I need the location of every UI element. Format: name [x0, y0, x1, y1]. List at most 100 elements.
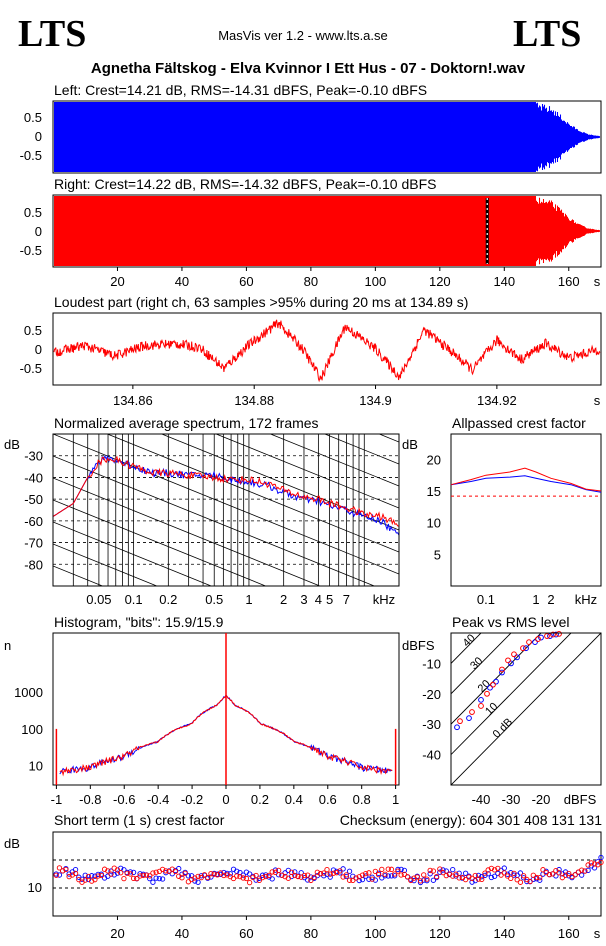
spectrum-ytick-1: -40 [24, 470, 43, 485]
short-term-point-1-118 [430, 868, 437, 874]
peak-rms-point-1-12 [550, 631, 556, 638]
short-term-point-1-67 [266, 872, 272, 878]
short-term-point-1-75 [292, 872, 298, 879]
spectrum-ytick-0: -30 [24, 449, 43, 464]
spectrum-xtick-8: 5 [326, 592, 333, 607]
spectrum-ylabel: dB [4, 437, 20, 452]
right-waveform-xtick-7: 160 [558, 274, 580, 289]
allpassed-series-0 [450, 475, 602, 493]
short-term-point-1-28 [140, 872, 146, 879]
loudest-part-panel: Loudest part (right ch, 63 samples >95% … [20, 294, 602, 408]
short-term-point-1-96 [359, 872, 366, 878]
short-term-point-1-150 [533, 874, 540, 881]
histogram-title: Histogram, "bits": 15.9/15.9 [54, 614, 224, 630]
short-term-point-0-24 [127, 869, 134, 875]
allpassed-ytick-2: 10 [427, 516, 441, 531]
short-term-point-0-12 [89, 873, 95, 879]
short-term-point-0-18 [108, 868, 114, 874]
short-term-point-1-15 [98, 872, 105, 879]
short-term-point-1-100 [372, 868, 379, 874]
short-term-point-0-137 [491, 873, 498, 879]
peak-rms-diagonal-3 [451, 633, 572, 755]
histogram-xtick-10: 1 [392, 792, 399, 807]
histogram-yticks: 1000 100 10 [14, 685, 43, 774]
short-term-point-1-165 [582, 868, 588, 874]
histogram-xtick-1: -0.8 [79, 792, 101, 807]
short-term-point-1-66 [263, 873, 269, 880]
short-term-point-0-33 [156, 875, 163, 882]
peak-rms-plot [454, 631, 562, 731]
short-term-xtick-0: 20 [110, 926, 124, 941]
spectrum-series-0 [52, 454, 400, 536]
short-term-point-1-152 [540, 867, 546, 873]
peak-rms-yticks: -10 -20 -30 -40 [422, 656, 441, 762]
peak-rms-frame [450, 632, 602, 786]
short-term-xtick-2: 60 [239, 926, 253, 941]
short-term-point-1-157 [556, 870, 562, 876]
short-term-ylabel: dB [4, 836, 20, 851]
allpassed-xtick-1: 1 [532, 592, 539, 607]
peak-rms-diagonal-label-0: 40 [461, 632, 478, 649]
checksum-text: Checksum (energy): 604 301 408 131 131 [340, 812, 602, 828]
right-waveform-xunit: s [594, 274, 601, 289]
short-term-point-0-99 [369, 874, 375, 880]
peak-rms-xunit: dBFS [564, 792, 597, 807]
short-term-point-0-106 [392, 873, 398, 879]
short-term-point-0-10 [82, 872, 88, 878]
spectrum-series-1 [52, 455, 400, 527]
short-term-point-0-114 [417, 879, 424, 886]
short-term-point-0-39 [176, 865, 182, 872]
allpassed-ylabel: dB [402, 437, 418, 452]
short-term-point-1-8 [76, 876, 82, 883]
peak-rms-point-0-0 [454, 724, 460, 731]
histogram-xtick-9: 0.8 [353, 792, 371, 807]
short-term-point-0-95 [356, 877, 362, 884]
short-term-point-1-56 [230, 875, 237, 882]
peak-rms-xtick-1: -30 [502, 792, 521, 807]
right-waveform-plot [53, 196, 601, 266]
short-term-xticks: 20 40 60 80 100 120 140 160 [110, 916, 580, 941]
allpassed-ytick-1: 15 [427, 484, 441, 499]
spectrum-xunit: kHz [373, 592, 395, 607]
right-ytick-1: 0 [35, 224, 42, 239]
right-waveform-xtick-1: 40 [175, 274, 189, 289]
short-term-xtick-6: 140 [493, 926, 515, 941]
short-term-point-1-25 [130, 875, 137, 882]
short-term-point-1-78 [301, 872, 308, 879]
short-term-point-0-89 [337, 870, 343, 876]
short-term-point-0-166 [585, 867, 591, 874]
short-term-xunit: s [594, 926, 601, 941]
short-term-point-1-18 [108, 871, 114, 877]
short-term-point-1-108 [398, 872, 404, 878]
short-term-point-0-49 [208, 874, 214, 880]
short-term-point-0-91 [343, 873, 349, 880]
short-term-point-1-47 [201, 872, 208, 878]
histogram-xtick-4: -0.2 [181, 792, 203, 807]
loudest-part-line [53, 319, 601, 383]
spectrum-xtick-7: 4 [315, 592, 322, 607]
short-term-xtick-1: 40 [175, 926, 189, 941]
peak-rms-diagonal-1 [451, 633, 512, 695]
allpassed-xtick-0: 0.1 [477, 592, 495, 607]
spectrum-xticks: 0.05 0.1 0.2 0.5 1 2 3 4 5 7 [86, 592, 350, 607]
peak-rms-diagonal-0 [451, 633, 482, 664]
short-term-point-1-68 [269, 869, 275, 875]
peak-rms-ylabel: dBFS [402, 638, 435, 653]
short-term-point-1-1 [53, 872, 59, 878]
short-term-point-1-20 [114, 867, 121, 873]
spectrum-title: Normalized average spectrum, 172 frames [54, 415, 319, 431]
short-term-point-0-20 [114, 870, 121, 876]
spectrum-slope-line [53, 477, 321, 586]
short-term-point-0-147 [524, 878, 530, 885]
short-term-point-0-157 [556, 866, 562, 873]
short-term-point-0-79 [305, 877, 311, 883]
short-term-point-1-34 [159, 866, 166, 873]
histogram-xtick-6: 0.2 [251, 792, 269, 807]
short-term-point-1-97 [363, 871, 369, 877]
histogram-ytick-2: 10 [29, 759, 43, 774]
short-term-point-1-50 [211, 871, 217, 877]
peak-rms-point-0-12 [553, 631, 559, 638]
short-term-point-1-114 [417, 878, 424, 884]
